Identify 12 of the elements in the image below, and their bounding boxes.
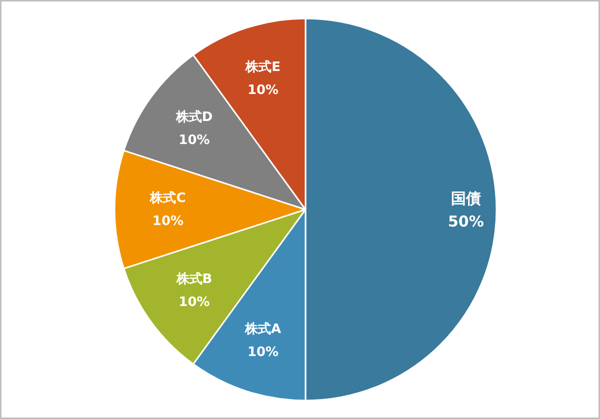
slice-label: 株式D <box>174 109 213 126</box>
data-label: 10% <box>247 344 279 360</box>
data-label: 10% <box>178 133 210 148</box>
data-label: 10% <box>152 214 184 229</box>
slice-label: 国債 <box>450 190 481 208</box>
slice-label: 株式C <box>149 190 186 206</box>
data-label: 10% <box>178 294 210 310</box>
data-label: 50% <box>448 212 484 230</box>
data-label: 10% <box>247 83 279 98</box>
slice-label: 株式E <box>244 59 280 76</box>
slice-label: 株式B <box>175 270 212 287</box>
slice-label: 株式A <box>244 320 282 337</box>
